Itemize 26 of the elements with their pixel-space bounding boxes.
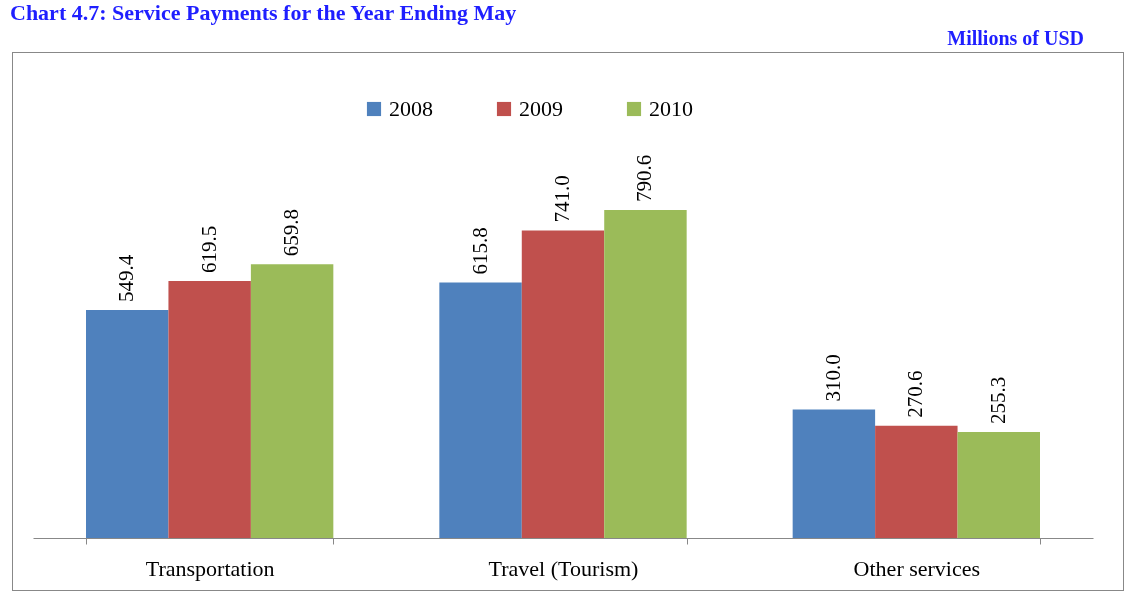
- bar: [521, 230, 605, 538]
- data-label: 741.0: [550, 175, 574, 223]
- legend-label: 2010: [649, 96, 693, 121]
- bar: [957, 432, 1040, 538]
- data-label: 255.3: [985, 376, 1010, 425]
- x-tick-label: Other services: [853, 555, 981, 581]
- data-label: 549.4: [114, 254, 139, 303]
- data-label: 270.6: [903, 370, 928, 418]
- bar: [168, 280, 251, 538]
- bar: [604, 210, 687, 538]
- x-tick-label: Travel (Tourism): [488, 555, 639, 581]
- bar: [875, 425, 958, 538]
- bar: [250, 264, 334, 538]
- data-label: 790.6: [632, 154, 657, 202]
- bar: [86, 310, 169, 538]
- legend-label: 2008: [389, 96, 433, 121]
- chart-title: Chart 4.7: Service Payments for the Year Ending May: [9, 0, 518, 26]
- bar: [792, 409, 876, 538]
- data-label: 619.5: [196, 225, 221, 273]
- legend-label: 2009: [519, 96, 563, 121]
- bar: [439, 282, 522, 538]
- data-label: 659.8: [279, 209, 304, 257]
- x-tick-label: Transportation: [145, 555, 275, 581]
- data-label: 310.0: [820, 354, 845, 402]
- data-label: 615.8: [467, 227, 492, 275]
- chart-subtitle: Millions of USD: [946, 26, 1085, 50]
